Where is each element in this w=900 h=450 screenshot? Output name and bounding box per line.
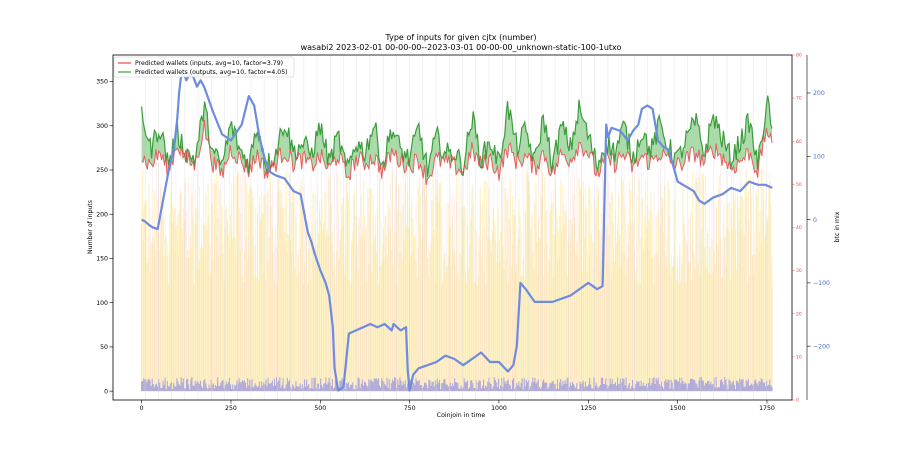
y-tick-label: 150: [96, 256, 108, 263]
btc-tick-label: −200: [813, 343, 830, 350]
x-tick-label: 1000: [491, 405, 507, 412]
y-tick-label: 0: [104, 388, 108, 395]
y-axis-label: Number of inputs: [87, 200, 94, 254]
y-tick-label: 200: [96, 211, 108, 218]
y-tick-label: 300: [96, 123, 108, 130]
y2-tick-label: 70: [796, 96, 802, 102]
series-line-btc-in-mix: [141, 72, 773, 392]
btc-tick-label: 200: [813, 90, 825, 97]
chart-title: Type of inputs for given cjtx (number): [384, 33, 536, 42]
y2-tick-label: 40: [796, 225, 802, 231]
legend-box: [113, 56, 295, 78]
y2-tick-label: 10: [796, 354, 802, 360]
legend-label-inputs: Predicted wallets (inputs, avg=10, facto…: [135, 60, 283, 67]
btc-axis-label: btc in mix: [834, 211, 841, 242]
x-axis-label: Coinjoin in time: [437, 412, 486, 419]
background-bars: [140, 55, 773, 400]
btc-tick-label: 0: [813, 217, 817, 224]
y-tick-label: 50: [100, 344, 108, 351]
x-tick-label: 500: [314, 405, 326, 412]
series-lines: [141, 72, 773, 392]
y-tick-label: 350: [96, 79, 108, 86]
y-tick-label: 250: [96, 167, 108, 174]
chart-subtitle: wasabi2 2023-02-01 00-00-00--2023-03-01 …: [301, 43, 622, 52]
btc-tick-label: 100: [813, 153, 825, 160]
legend-label-outputs: Predicted wallets (outputs, avg=10, fact…: [135, 69, 288, 76]
y2-tick-label: 60: [796, 139, 802, 145]
btc-tick-label: −100: [813, 280, 830, 287]
x-tick-label: 1500: [670, 405, 686, 412]
y2-tick-label: 80: [796, 53, 802, 59]
axes: 0 250 500 750 1000 1250 1500 175005010015020025…: [96, 53, 830, 412]
y2-tick-label: 0: [796, 398, 799, 404]
y2-tick-label: 30: [796, 268, 802, 274]
y2-tick-label: 50: [796, 182, 802, 188]
y-tick-label: 100: [96, 300, 108, 307]
x-tick-label: 1250: [580, 405, 596, 412]
x-tick-label: 250: [225, 405, 237, 412]
legend: Predicted wallets (inputs, avg=10, facto…: [113, 56, 295, 78]
x-tick-label: 0: [140, 405, 144, 412]
x-tick-label: 1750: [759, 405, 775, 412]
series-line-inputs: [141, 120, 773, 186]
y2-tick-label: 20: [796, 311, 802, 317]
x-tick-label: 750: [404, 405, 416, 412]
